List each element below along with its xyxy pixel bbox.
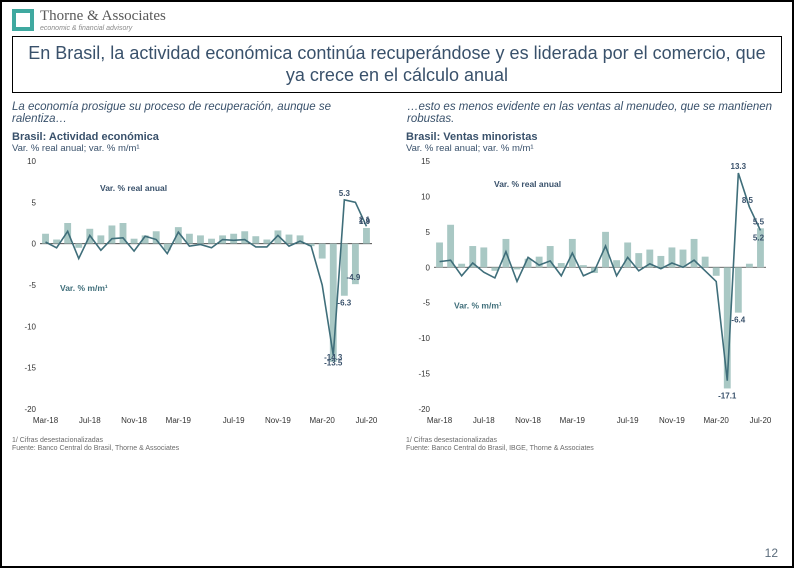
svg-text:Mar-19: Mar-19 xyxy=(560,416,586,425)
subhead-row: La economía prosigue su proceso de recup… xyxy=(12,101,782,125)
svg-text:-10: -10 xyxy=(24,323,36,332)
svg-text:-10: -10 xyxy=(418,334,430,343)
svg-text:15: 15 xyxy=(421,157,430,166)
svg-text:Mar-18: Mar-18 xyxy=(33,416,59,425)
svg-text:Jul-18: Jul-18 xyxy=(473,416,495,425)
svg-text:Nov-19: Nov-19 xyxy=(265,416,291,425)
logo-tagline: economic & financial advisory xyxy=(40,25,166,32)
svg-text:Var. % m/m¹: Var. % m/m¹ xyxy=(60,283,108,293)
svg-text:-6.4: -6.4 xyxy=(731,316,745,325)
svg-text:-5: -5 xyxy=(423,299,431,308)
svg-text:Var. % real anual: Var. % real anual xyxy=(100,183,167,193)
logo: Thorne & Associates economic & financial… xyxy=(12,8,782,32)
svg-text:2.1: 2.1 xyxy=(359,215,371,224)
svg-text:5: 5 xyxy=(32,199,37,208)
svg-text:-17.1: -17.1 xyxy=(718,392,737,401)
svg-text:5.3: 5.3 xyxy=(339,189,351,198)
svg-text:Jul-20: Jul-20 xyxy=(356,416,378,425)
chart-left-subtitle: Var. % real anual; var. % m/m¹ xyxy=(12,143,388,154)
svg-text:5: 5 xyxy=(426,228,431,237)
subhead-right: …esto es menos evidente en las ventas al… xyxy=(407,101,782,125)
svg-text:-20: -20 xyxy=(418,405,430,414)
chart-right-svg: -20 -15 -10 -5 0 5 10 15 Mar-18 Jul-18 Nov-18 Mar-1… xyxy=(406,155,776,435)
svg-text:Nov-19: Nov-19 xyxy=(659,416,685,425)
chart-right-subtitle: Var. % real anual; var. % m/m¹ xyxy=(406,143,782,154)
svg-text:-4.9: -4.9 xyxy=(347,273,361,282)
logo-name: Thorne & Associates xyxy=(40,8,166,25)
chart-left-title: Brasil: Actividad económica xyxy=(12,131,388,143)
svg-text:10: 10 xyxy=(27,157,36,166)
chart-left-col: Brasil: Actividad económica Var. % real … xyxy=(12,131,388,453)
chart-right-col: Brasil: Ventas minoristas Var. % real an… xyxy=(406,131,782,453)
svg-text:Mar-19: Mar-19 xyxy=(166,416,192,425)
chart-right-title: Brasil: Ventas minoristas xyxy=(406,131,782,143)
charts-row: Brasil: Actividad económica Var. % real … xyxy=(12,131,782,453)
svg-text:5.5: 5.5 xyxy=(753,218,765,227)
svg-text:-15: -15 xyxy=(24,364,36,373)
svg-text:Mar-20: Mar-20 xyxy=(310,416,336,425)
chart-left-svg: -20 -15 -10 -5 0 5 10 Mar-18 Jul-18 Nov-18 Mar-19 J… xyxy=(12,155,382,435)
svg-text:-6.3: -6.3 xyxy=(337,299,351,308)
svg-text:-20: -20 xyxy=(24,405,36,414)
svg-text:-15: -15 xyxy=(418,370,430,379)
svg-text:Jul-19: Jul-19 xyxy=(223,416,245,425)
svg-text:Nov-18: Nov-18 xyxy=(515,416,541,425)
svg-text:13.3: 13.3 xyxy=(731,162,747,171)
svg-text:0: 0 xyxy=(32,240,37,249)
svg-text:Jul-20: Jul-20 xyxy=(750,416,772,425)
svg-text:10: 10 xyxy=(421,193,430,202)
logo-text: Thorne & Associates economic & financial… xyxy=(40,8,166,32)
page-title: En Brasil, la actividad económica contin… xyxy=(12,36,782,93)
svg-text:0: 0 xyxy=(426,263,431,272)
svg-text:-13.5: -13.5 xyxy=(324,358,343,367)
svg-text:-5: -5 xyxy=(29,281,37,290)
logo-mark-icon xyxy=(12,9,34,31)
svg-text:Nov-18: Nov-18 xyxy=(121,416,147,425)
svg-text:Jul-19: Jul-19 xyxy=(617,416,639,425)
svg-text:8.5: 8.5 xyxy=(742,196,754,205)
svg-text:Mar-18: Mar-18 xyxy=(427,416,453,425)
page-number: 12 xyxy=(765,546,778,560)
svg-text:Mar-20: Mar-20 xyxy=(704,416,730,425)
chart-left-footnote: 1/ Cifras desestacionalizadasFuente: Ban… xyxy=(12,437,388,453)
subhead-left: La economía prosigue su proceso de recup… xyxy=(12,101,387,125)
svg-text:Var. % real anual: Var. % real anual xyxy=(494,179,561,189)
chart-right-footnote: 1/ Cifras desestacionalizadasFuente: Ban… xyxy=(406,437,782,453)
svg-text:Jul-18: Jul-18 xyxy=(79,416,101,425)
slide: Thorne & Associates economic & financial… xyxy=(0,0,794,568)
svg-text:Var. % m/m¹: Var. % m/m¹ xyxy=(454,301,502,311)
svg-text:5.2: 5.2 xyxy=(753,234,765,243)
